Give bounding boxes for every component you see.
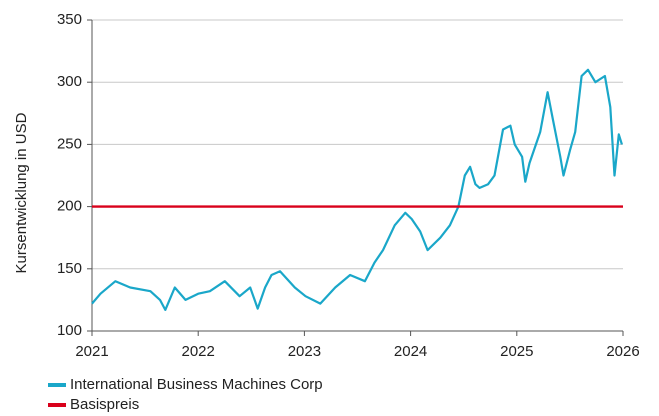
series-line xyxy=(91,68,623,311)
y-tick-label: 300 xyxy=(57,73,82,90)
legend-label: Basispreis xyxy=(70,396,139,413)
y-tick-label: 250 xyxy=(57,135,82,152)
y-tick-label: 100 xyxy=(57,322,82,339)
y-tick-label: 200 xyxy=(57,198,82,215)
x-tick-label: 2025 xyxy=(500,343,533,360)
x-tick-label: 2023 xyxy=(288,343,321,360)
y-tick-label: 350 xyxy=(57,11,82,28)
x-tick-label: 2021 xyxy=(75,343,108,360)
legend-label: International Business Machines Corp xyxy=(70,376,323,393)
x-tick-label: 2022 xyxy=(182,343,215,360)
x-tick-label: 2024 xyxy=(394,343,427,360)
y-axis-label: Kursentwicklung in USD xyxy=(13,112,30,273)
y-tick-label: 150 xyxy=(57,260,82,277)
x-tick-label: 2026 xyxy=(606,343,639,360)
